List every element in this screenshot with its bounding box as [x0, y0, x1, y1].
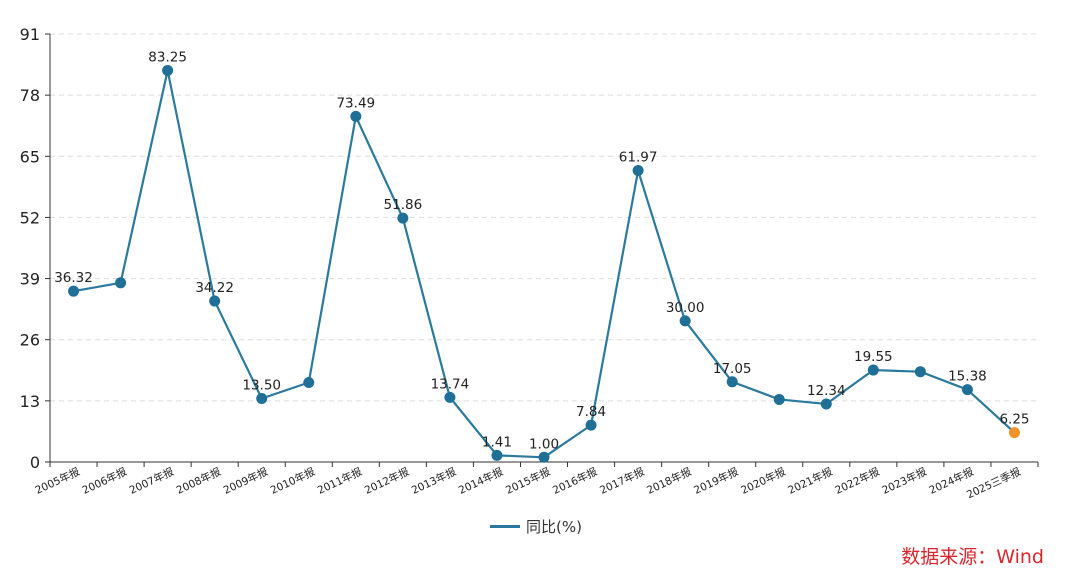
data-label: 73.49	[336, 95, 375, 111]
x-tick-label: 2007年报	[127, 465, 176, 497]
highlight-data-point	[1008, 427, 1020, 439]
data-label: 17.05	[713, 361, 752, 377]
data-point	[444, 391, 456, 403]
data-label: 13.74	[431, 376, 470, 392]
data-label: 13.50	[242, 378, 281, 394]
y-tick-label: 0	[30, 453, 40, 472]
legend-label: 同比(%)	[526, 518, 582, 536]
data-point	[115, 277, 127, 289]
x-axis: 2005年报2006年报2007年报2008年报2009年报2010年报2011…	[33, 461, 1039, 502]
line-chart: 0 13 26 39 52 65 78 91 2005年报2006年报2007年报2008年报…	[20, 25, 1039, 502]
x-tick-label: 2008年报	[174, 465, 223, 497]
y-tick-label: 39	[20, 270, 40, 289]
x-tick-label: 2014年报	[456, 465, 505, 497]
y-tick-label: 13	[20, 392, 40, 411]
data-label: 12.34	[807, 383, 846, 399]
data-point	[914, 366, 926, 378]
y-tick-label: 52	[20, 208, 40, 227]
y-tick-label: 65	[20, 147, 40, 166]
data-point	[585, 419, 597, 431]
data-point	[303, 377, 315, 389]
x-tick-label: 2010年报	[268, 465, 317, 497]
source-note: 数据来源：Wind	[901, 546, 1044, 568]
data-point	[209, 295, 221, 307]
data-labels: 36.32 83.25 34.22 13.50 73.49 51.86 13.74 1.41 1…	[54, 49, 1029, 452]
data-point	[256, 393, 268, 405]
x-tick-label: 2021年报	[786, 465, 835, 497]
x-tick-label: 2019年报	[692, 465, 741, 497]
data-label: 1.41	[482, 434, 512, 450]
data-label: 51.86	[384, 197, 423, 213]
data-point	[350, 110, 362, 122]
x-tick-label: 2013年报	[409, 465, 458, 497]
data-point	[867, 364, 879, 376]
data-point	[726, 376, 738, 388]
data-points	[68, 64, 1020, 463]
data-label: 19.55	[854, 349, 893, 365]
data-label: 6.25	[999, 412, 1029, 428]
x-tick-label: 2006年报	[80, 465, 129, 497]
series-line	[73, 69, 1016, 459]
x-tick-label: 2012年报	[362, 465, 411, 497]
data-label: 83.25	[148, 49, 187, 65]
data-label: 30.00	[666, 300, 705, 316]
data-point	[820, 398, 832, 410]
x-tick-label: 2009年报	[221, 465, 270, 497]
data-point	[538, 451, 550, 463]
data-label: 7.84	[576, 404, 606, 420]
x-tick-label: 2025三季报	[964, 465, 1023, 502]
data-point	[397, 212, 409, 224]
x-tick-label: 2017年报	[598, 465, 647, 497]
x-tick-label: 2011年报	[315, 465, 364, 497]
x-tick-label: 2018年报	[645, 465, 694, 497]
data-point	[68, 285, 80, 297]
x-tick-label: 2023年报	[880, 465, 929, 497]
legend-line-swatch	[490, 525, 520, 528]
x-tick-label: 2015年报	[504, 465, 553, 497]
x-tick-label: 2016年报	[551, 465, 600, 497]
x-tick-label: 2020年报	[739, 465, 788, 497]
data-point	[773, 393, 785, 405]
y-axis: 0 13 26 39 52 65 78 91	[20, 25, 51, 472]
data-point	[632, 165, 644, 177]
data-point	[491, 449, 503, 461]
y-tick-label: 78	[20, 86, 40, 105]
data-label: 36.32	[54, 270, 93, 286]
data-point	[679, 315, 691, 327]
data-point	[961, 384, 973, 396]
grid-lines	[50, 33, 1038, 402]
x-tick-label: 2022年报	[833, 465, 882, 497]
data-label: 15.38	[948, 369, 987, 385]
y-tick-label: 91	[20, 25, 40, 44]
data-label: 1.00	[529, 436, 559, 452]
series-line-group	[73, 69, 1016, 459]
y-tick-label: 26	[20, 331, 40, 350]
legend: 同比(%)	[490, 516, 582, 537]
data-label: 34.22	[195, 280, 234, 296]
data-label: 61.97	[619, 150, 658, 166]
data-point	[162, 64, 174, 76]
x-tick-label: 2005年报	[33, 465, 82, 497]
